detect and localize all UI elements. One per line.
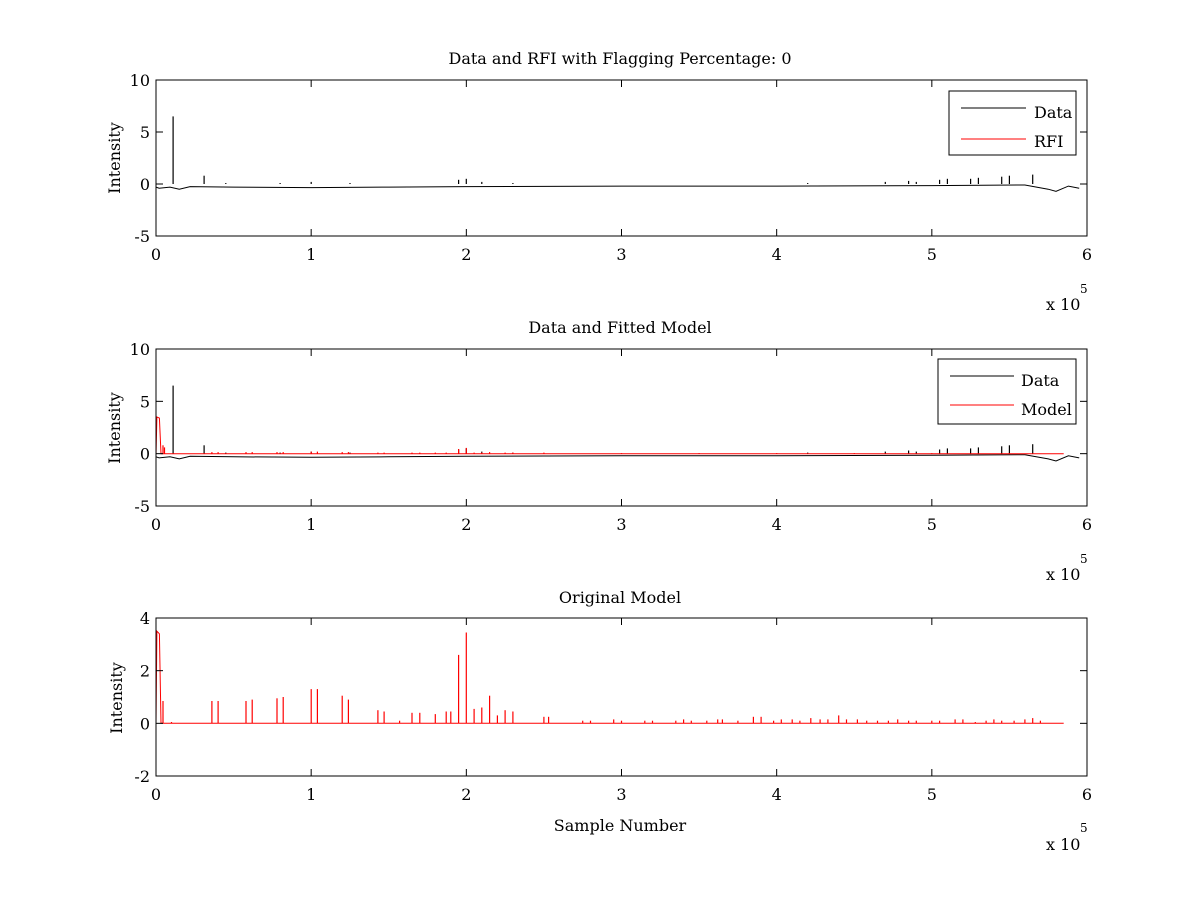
subplot-3-x-tick-label: 6 <box>1082 785 1092 804</box>
subplot-2-legend-label-data: Data <box>1021 371 1060 390</box>
subplot-3-y-tick-label: -2 <box>134 767 150 786</box>
subplot-1-x-tick-label: 2 <box>461 245 471 264</box>
subplot-2-x-tick-label: 2 <box>461 515 471 534</box>
subplot-3-ylabel: Intensity <box>107 662 126 734</box>
subplot-3-x-exponent-base: x 10 <box>1046 835 1080 854</box>
subplot-3-x-exponent-power: 5 <box>1080 821 1088 835</box>
subplot-2-x-exponent-base: x 10 <box>1046 565 1080 584</box>
subplot-2-y-tick-label: 10 <box>130 340 150 359</box>
subplot-2-title: Data and Fitted Model <box>528 318 711 337</box>
subplot-1-x-tick-label: 4 <box>772 245 782 264</box>
subplot-1-series-data-line <box>155 184 1080 192</box>
subplot-2-y-tick-label: 0 <box>140 445 150 464</box>
subplot-3-x-tick-label: 4 <box>772 785 782 804</box>
subplot-1-x-tick-label: 1 <box>306 245 316 264</box>
subplot-2-y-tick-label: -5 <box>134 497 150 516</box>
subplot-3-plot-area <box>155 629 1064 724</box>
subplot-2-legend-label-model: Model <box>1021 400 1072 419</box>
subplot-1-y-tick-label: 0 <box>140 175 150 194</box>
subplot-2-series-model-line <box>155 416 1064 456</box>
subplot-1-x-tick-label: 6 <box>1082 245 1092 264</box>
subplot-2-x-tick-label: 0 <box>151 515 161 534</box>
subplot-2-plot-area <box>155 385 1080 462</box>
subplot-2-x-tick-label: 6 <box>1082 515 1092 534</box>
subplot-1-x-exponent-power: 5 <box>1080 282 1088 296</box>
subplot-3-y-tick-label: 0 <box>140 714 150 733</box>
subplot-2-x-exponent-power: 5 <box>1080 552 1088 566</box>
subplot-1-x-tick-label: 0 <box>151 245 161 264</box>
subplot-2-ylabel: Intensity <box>105 392 124 464</box>
subplot-1-plot-area <box>155 116 1080 192</box>
subplot-3-xlabel: Sample Number <box>554 816 687 835</box>
subplot-1-ylabel: Intensity <box>105 122 124 194</box>
subplot-1-x-tick-label: 3 <box>616 245 626 264</box>
subplot-3-x-tick-label: 2 <box>461 785 471 804</box>
subplot-1-y-tick-label: -5 <box>134 227 150 246</box>
subplot-1-legend-label-rfi: RFI <box>1034 132 1063 151</box>
subplot-1: Data and RFI with Flagging Percentage: 0… <box>105 49 1092 314</box>
subplot-1-x-exponent-base: x 10 <box>1046 295 1080 314</box>
subplot-3-x-tick-label: 1 <box>306 785 316 804</box>
subplot-1-title: Data and RFI with Flagging Percentage: 0 <box>448 49 791 68</box>
subplot-2-legend-box <box>937 358 1077 425</box>
subplot-2-series-data-line <box>155 454 1080 462</box>
subplot-1-legend-label-data: Data <box>1034 103 1073 122</box>
subplot-1-y-tick-label: 10 <box>130 71 150 90</box>
subplot-1-legend: Data RFI <box>948 90 1077 156</box>
subplot-3-x-tick-label: 3 <box>616 785 626 804</box>
subplot-2-x-tick-label: 5 <box>927 515 937 534</box>
subplot-1-legend-box <box>948 90 1077 156</box>
subplot-3-y-tick-label: 4 <box>140 609 150 628</box>
subplot-3-x-tick-label: 5 <box>927 785 937 804</box>
subplot-2-y-tick-label: 5 <box>140 392 150 411</box>
subplot-2-x-tick-label: 1 <box>306 515 316 534</box>
subplot-3-x-tick-label: 0 <box>151 785 161 804</box>
subplot-2-x-tick-label: 3 <box>616 515 626 534</box>
subplot-1-y-tick-label: 5 <box>140 123 150 142</box>
subplot-3-title: Original Model <box>559 588 681 607</box>
subplot-3-y-tick-label: 2 <box>140 662 150 681</box>
subplot-1-x-tick-label: 5 <box>927 245 937 264</box>
subplot-3-series-original-model-line <box>155 629 1064 724</box>
subplot-2-legend: Data Model <box>937 358 1077 425</box>
subplot-2-x-tick-label: 4 <box>772 515 782 534</box>
subplot-2: Data and Fitted Model Intensity 0 1 2 3 4 5 6 -… <box>105 318 1092 584</box>
